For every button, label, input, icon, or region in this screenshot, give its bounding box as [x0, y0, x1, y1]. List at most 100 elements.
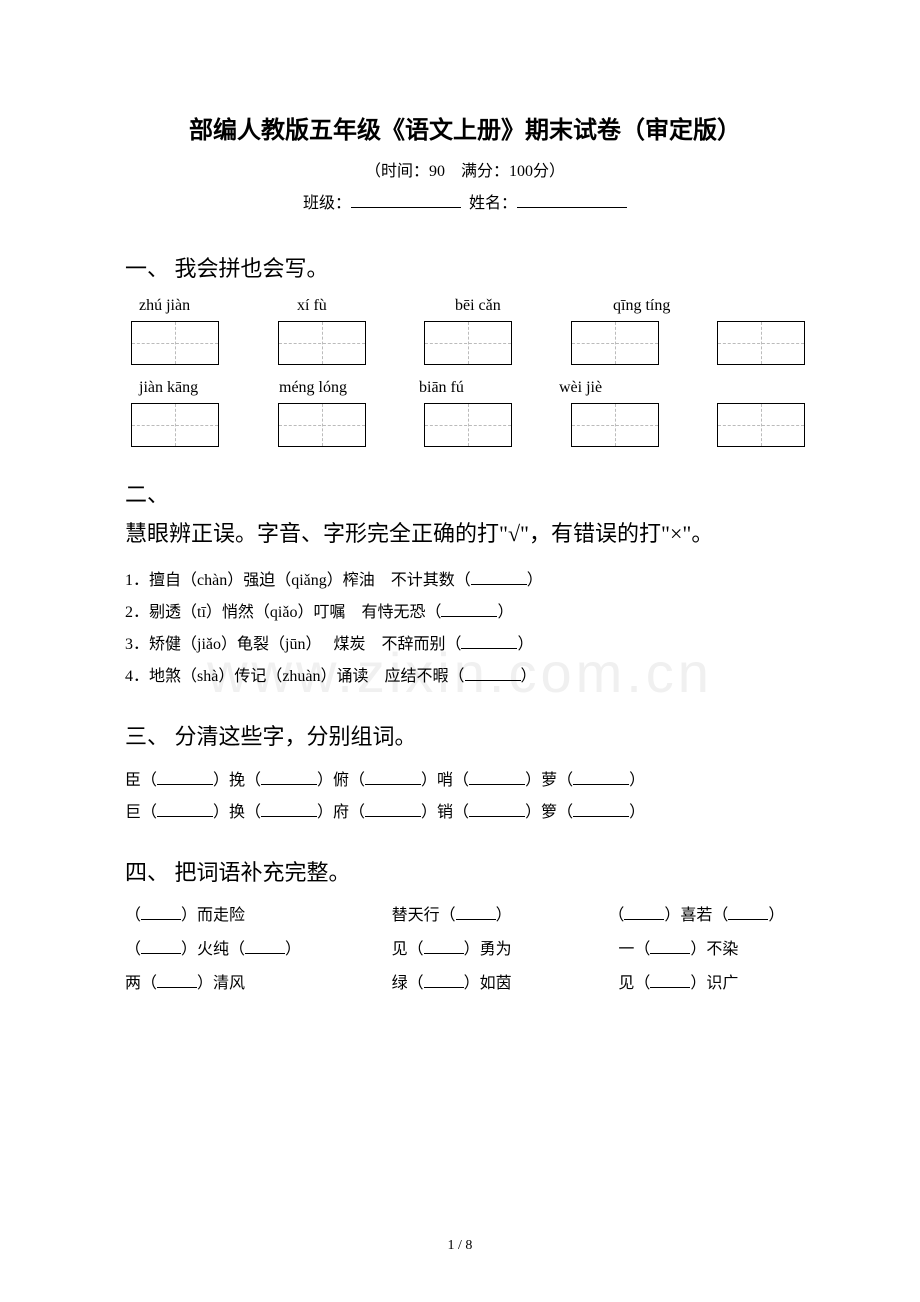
paren-close: ）: [521, 668, 537, 685]
word-row: 巨（）换（）府（）销（）箩（）: [125, 797, 805, 829]
pinyin-text: xí fù: [297, 297, 377, 315]
answer-blank: [624, 906, 664, 920]
answer-blank: [728, 906, 768, 920]
char-label: ）俯（: [317, 772, 365, 789]
answer-blank: [469, 771, 525, 785]
section2-body: 慧眼辨正误。字音、字形完全正确的打"√"，有错误的打"×"。: [125, 513, 805, 555]
idiom-cell: 替天行（ ）: [352, 901, 579, 925]
answer-blank: [365, 771, 421, 785]
pinyin-text: bēi cǎn: [455, 297, 535, 315]
idiom-text: ）喜若（: [664, 907, 728, 924]
answer-blank: [465, 667, 521, 681]
section4-heading: 四、 把词语补充完整。: [125, 855, 805, 887]
char-box-row: [125, 321, 805, 365]
pinyin-row-2: jiàn kāng méng lóng biān fú wèi jiè: [125, 379, 805, 397]
char-label: ）哨（: [421, 772, 469, 789]
paren-close: ）: [768, 907, 784, 924]
answer-blank: [441, 603, 497, 617]
char-label: 臣（: [125, 772, 157, 789]
idiom-text: ）而走险: [181, 907, 245, 924]
page-title: 部编人教版五年级《语文上册》期末试卷（审定版）: [125, 110, 805, 145]
idiom-text: 见（: [392, 941, 424, 958]
name-blank: [517, 192, 627, 208]
question-line: 4．地煞（shà）传记（zhuàn）诵读 应结不暇（ ）: [125, 661, 805, 693]
section2-heading: 二、: [125, 477, 805, 509]
answer-blank: [573, 771, 629, 785]
idiom-cell: （）喜若（）: [578, 901, 805, 925]
pinyin-text: méng lóng: [279, 379, 359, 397]
class-label: 班级：: [303, 195, 351, 212]
answer-blank: [650, 940, 690, 954]
paren-open: （: [125, 907, 141, 924]
question-text: 2．剔透（tī）悄然（qiǎo）叮嘱 有恃无恐（: [125, 604, 441, 621]
pinyin-text: biān fú: [419, 379, 499, 397]
char-box: [131, 321, 219, 365]
idiom-cell: 绿（ ）如茵: [352, 969, 579, 993]
char-label: ）销（: [421, 804, 469, 821]
answer-blank: [456, 906, 496, 920]
idiom-text: 一（: [618, 941, 650, 958]
idiom-text: ）如茵: [464, 975, 512, 992]
char-label: 巨（: [125, 804, 157, 821]
pinyin-text: zhú jiàn: [139, 297, 219, 315]
idiom-cell: 一（ ）不染: [578, 935, 805, 959]
answer-blank: [573, 803, 629, 817]
answer-blank: [157, 771, 213, 785]
paren-close: ）: [527, 572, 543, 589]
answer-blank: [471, 571, 527, 585]
word-row: 臣（）挽（）俯（）哨（）萝（）: [125, 765, 805, 797]
char-box: [278, 321, 366, 365]
idiom-text: ）清风: [197, 975, 245, 992]
answer-blank: [157, 803, 213, 817]
idiom-cell: （ ）而走险: [125, 901, 352, 925]
answer-blank: [245, 940, 285, 954]
char-box: [278, 403, 366, 447]
answer-blank: [157, 974, 197, 988]
page-content: 部编人教版五年级《语文上册》期末试卷（审定版） （时间：90 满分：100分） …: [125, 110, 805, 993]
paren-close: ）: [496, 907, 512, 924]
idiom-text: 替天行（: [392, 907, 456, 924]
char-box: [424, 403, 512, 447]
paren-open: （: [125, 941, 141, 958]
idiom-text: ）不染: [690, 941, 738, 958]
char-label: ）箩（: [525, 804, 573, 821]
section3-heading: 三、 分清这些字，分别组词。: [125, 719, 805, 751]
question-text: 1．擅自（chàn）强迫（qiǎng）榨油 不计其数（: [125, 572, 471, 589]
idiom-text: 绿（: [392, 975, 424, 992]
idiom-cell: 见（ ）识广: [578, 969, 805, 993]
paren-close: ）: [517, 636, 533, 653]
char-box-row: [125, 403, 805, 447]
paren-close: ）: [629, 804, 645, 821]
answer-blank: [424, 974, 464, 988]
pinyin-text: wèi jiè: [559, 379, 639, 397]
char-label: ）府（: [317, 804, 365, 821]
paren-close: ）: [497, 604, 513, 621]
answer-blank: [461, 635, 517, 649]
idiom-text: ）识广: [690, 975, 738, 992]
answer-blank: [141, 940, 181, 954]
char-label: ）萝（: [525, 772, 573, 789]
char-box: [571, 403, 659, 447]
idiom-grid: （ ）而走险 替天行（ ） （ ）喜若（ ） （ ）火纯（ ） 见（）勇为 一（ ）不染 两（…: [125, 901, 805, 993]
char-label: ）挽（: [213, 772, 261, 789]
char-box: [717, 403, 805, 447]
idiom-text: 两（: [125, 975, 157, 992]
pinyin-text: qīng tíng: [613, 297, 693, 315]
answer-blank: [261, 771, 317, 785]
answer-blank: [469, 803, 525, 817]
name-line: 班级： 姓名：: [125, 189, 805, 213]
question-line: 3．矫健（jiǎo）龟裂（jūn） 煤炭 不辞而别（）: [125, 629, 805, 661]
char-box: [571, 321, 659, 365]
paren-close: ）: [285, 941, 301, 958]
question-text: 4．地煞（shà）传记（zhuàn）诵读 应结不暇（: [125, 668, 465, 685]
idiom-text: 见（: [618, 975, 650, 992]
answer-blank: [424, 940, 464, 954]
pinyin-row-1: zhú jiàn xí fù bēi cǎn qīng tíng: [125, 297, 805, 315]
idiom-text: ）火纯（: [181, 941, 245, 958]
idiom-cell: 见（）勇为: [352, 935, 579, 959]
char-box: [131, 403, 219, 447]
answer-blank: [650, 974, 690, 988]
page-subtitle: （时间：90 满分：100分）: [125, 157, 805, 181]
answer-blank: [365, 803, 421, 817]
section1-heading: 一、 我会拼也会写。: [125, 251, 805, 283]
